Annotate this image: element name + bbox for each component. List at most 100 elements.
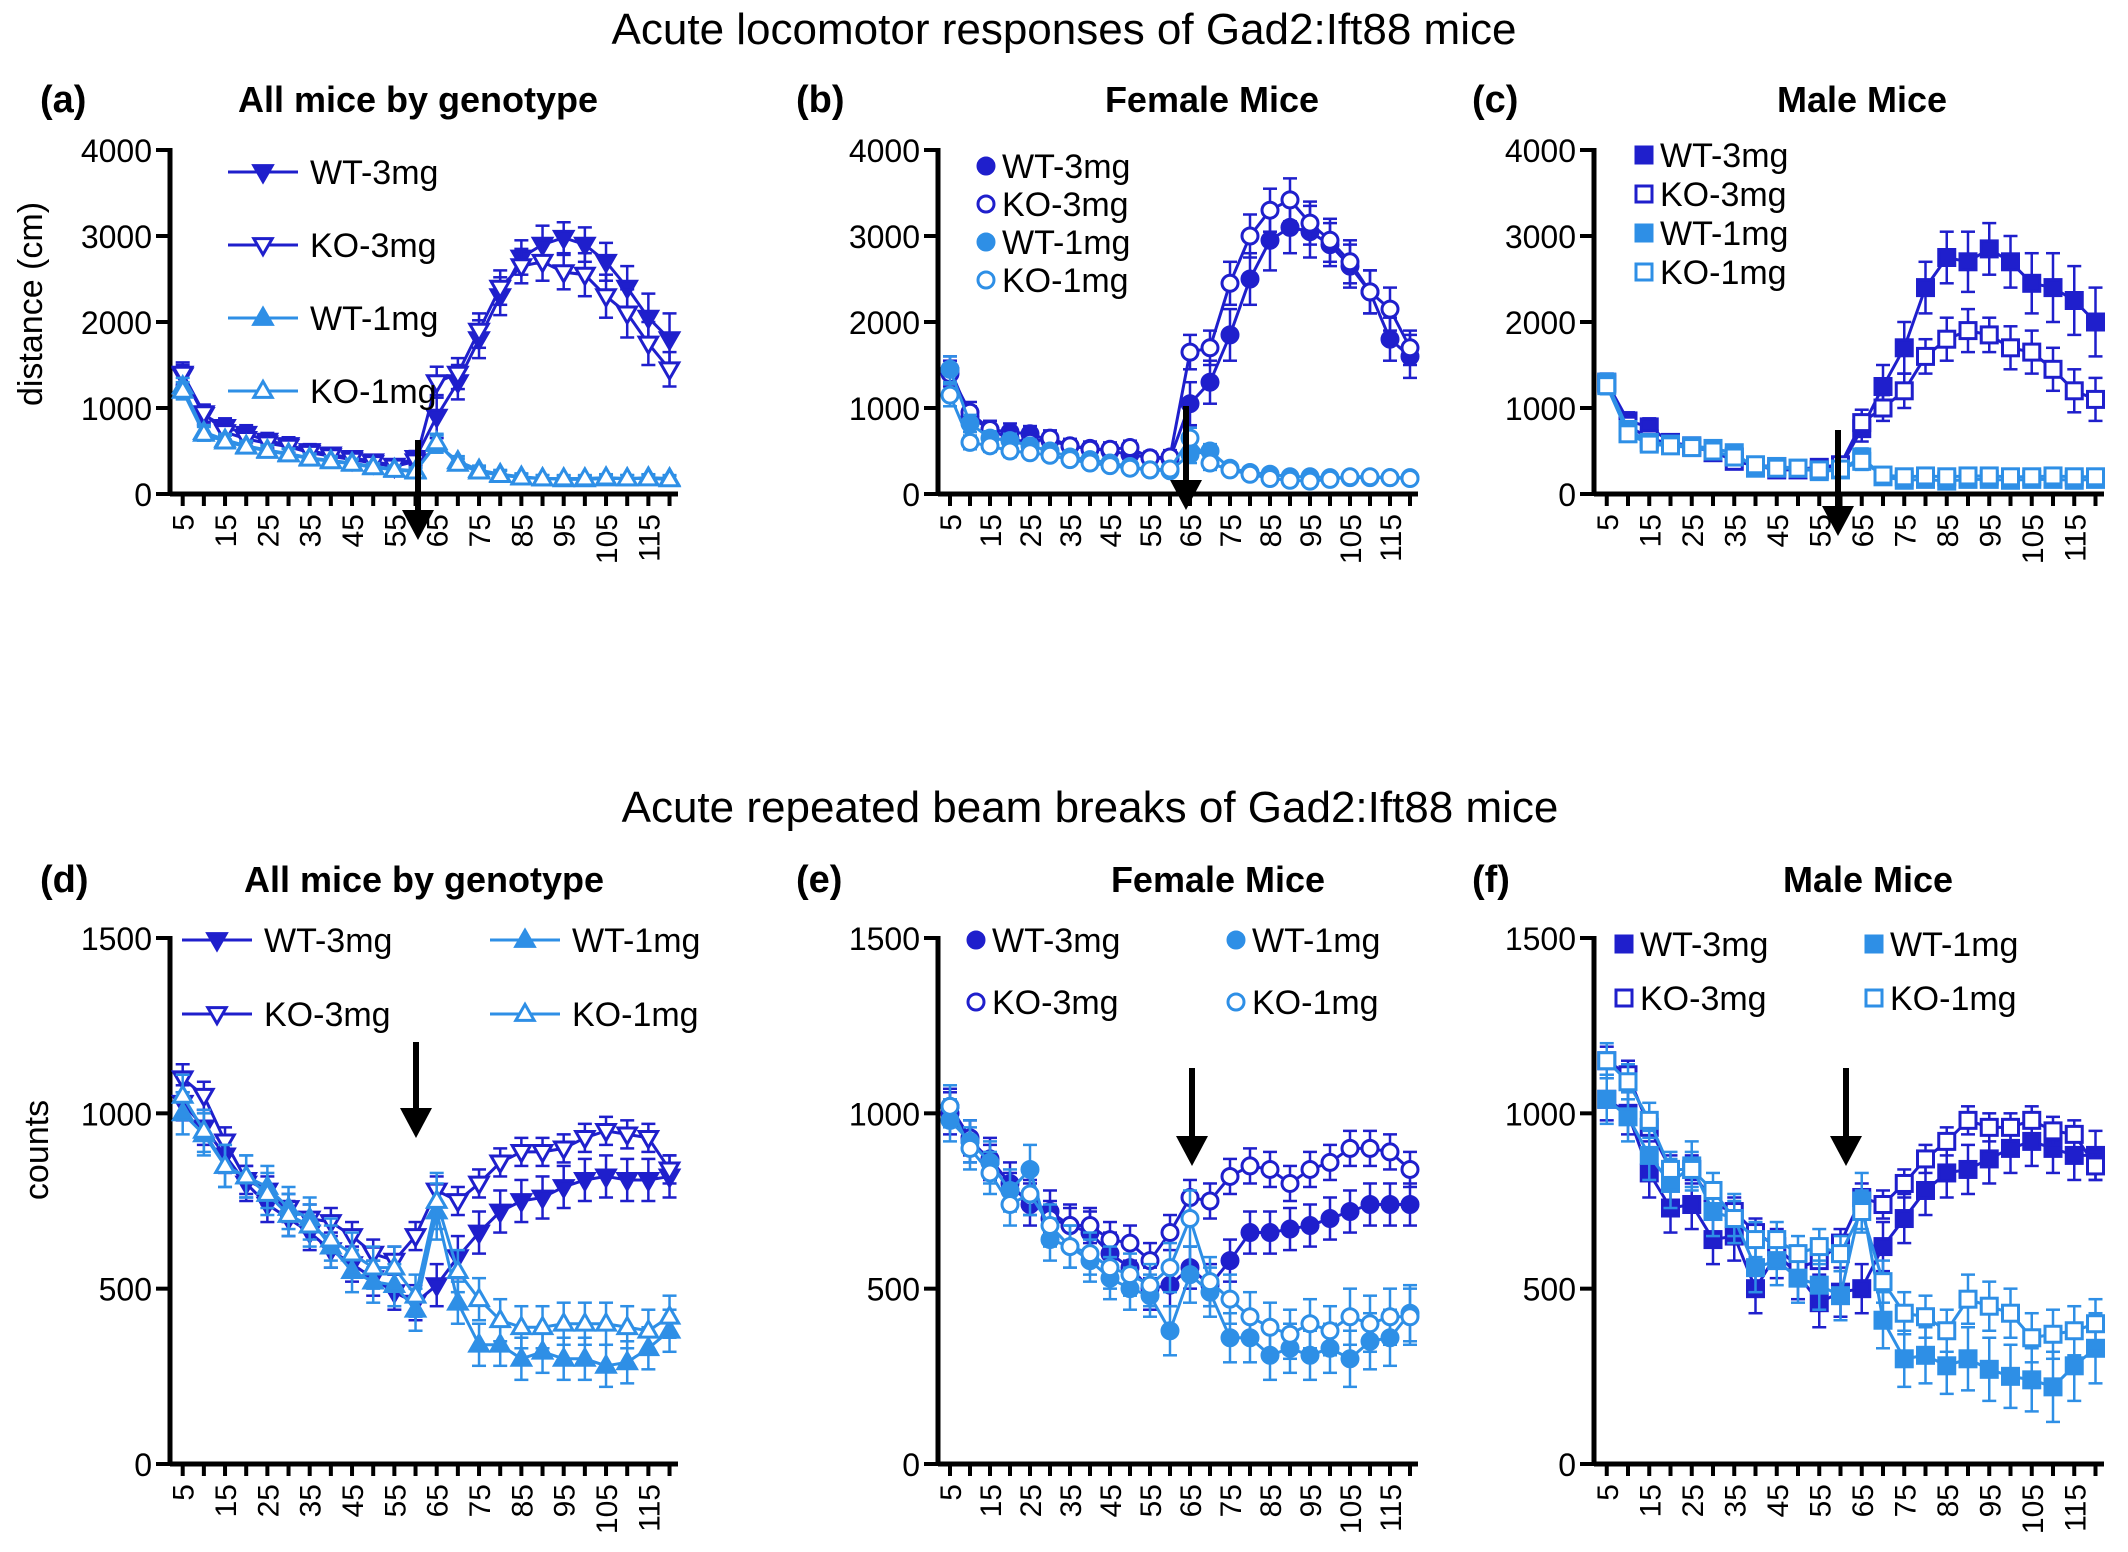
data-point: [2086, 1156, 2105, 1176]
data-point: [573, 266, 597, 288]
data-point: [2043, 359, 2063, 379]
data-point: [1937, 248, 1957, 267]
data-point: [488, 462, 512, 483]
y-tick-label: 1000: [81, 1096, 152, 1132]
data-point: [2043, 466, 2063, 486]
x-tick-label: 75: [1889, 514, 1922, 547]
data-point: [170, 378, 195, 399]
data-point: [1020, 443, 1040, 463]
data-point: [1979, 1117, 1999, 1137]
data-point: [276, 441, 301, 463]
data-point: [1360, 467, 1380, 487]
x-tick-label: 65: [1175, 514, 1208, 547]
data-point: [1809, 1237, 1829, 1257]
data-point: [2043, 1377, 2063, 1397]
data-point: [1120, 1265, 1140, 1285]
data-point: [1220, 1166, 1240, 1186]
data-point: [1809, 460, 1829, 480]
data-point: [551, 264, 576, 285]
series-line: [1605, 1059, 2096, 1340]
data-point: [1160, 1223, 1180, 1243]
data-point: [2001, 1366, 2020, 1386]
data-point: [488, 1203, 512, 1225]
x-tick-label: 25: [1677, 514, 1710, 547]
injection-arrow-head: [1170, 480, 1202, 510]
data-point: [1380, 1142, 1400, 1162]
x-tick-label: 25: [1015, 1484, 1048, 1517]
data-point: [467, 1224, 491, 1246]
x-tick-label: 105: [2017, 1484, 2050, 1534]
data-point: [1260, 469, 1280, 489]
data-point: [2001, 1117, 2020, 1137]
x-tick-label: 95: [549, 1484, 582, 1517]
data-point: [1958, 1159, 1978, 1179]
y-tick-label: 1000: [849, 1096, 920, 1132]
data-point: [1320, 469, 1340, 489]
data-point: [2022, 273, 2042, 293]
data-point: [2086, 1314, 2105, 1334]
data-point: [615, 1126, 639, 1147]
legend-label: KO-3mg: [1640, 980, 1767, 1018]
legend-label: KO-3mg: [992, 984, 1119, 1022]
legend-label: KO-1mg: [572, 996, 699, 1034]
legend-marker: [976, 194, 996, 214]
data-point: [573, 1129, 597, 1151]
x-tick-label: 45: [1095, 514, 1128, 547]
legend-label: WT-3mg: [992, 922, 1120, 960]
data-point: [1340, 1349, 1360, 1369]
data-point: [657, 466, 682, 488]
data-point: [615, 465, 639, 487]
x-tick-label: 5: [1592, 514, 1625, 531]
x-tick-label: 25: [252, 1484, 285, 1517]
data-point: [594, 1122, 618, 1144]
data-point: [509, 1144, 534, 1165]
data-point: [1916, 1180, 1935, 1200]
legend-marker: [1634, 184, 1654, 204]
x-tick-label: 95: [549, 514, 582, 547]
legend-marker: [1226, 930, 1246, 950]
data-point: [2001, 338, 2020, 358]
data-point: [1937, 1131, 1957, 1151]
data-point: [1240, 1156, 1260, 1176]
data-point: [1746, 1230, 1765, 1250]
data-point: [2086, 467, 2105, 487]
y-tick-label: 0: [1558, 1447, 1576, 1483]
data-point: [2022, 342, 2042, 362]
x-tick-label: 55: [1135, 1484, 1168, 1517]
data-point: [424, 408, 449, 430]
data-point: [2086, 312, 2105, 332]
data-point: [1788, 458, 1808, 478]
x-tick-label: 35: [1055, 514, 1088, 547]
data-point: [1380, 299, 1400, 319]
data-point: [1873, 1237, 1893, 1257]
data-point: [615, 305, 639, 327]
data-point: [615, 1349, 639, 1371]
data-point: [1979, 1149, 1999, 1169]
data-point: [1937, 467, 1957, 487]
data-point: [2064, 1321, 2084, 1341]
data-point: [1080, 453, 1100, 473]
data-point: [234, 434, 258, 455]
x-tick-label: 55: [379, 514, 412, 547]
data-point: [340, 1240, 364, 1262]
data-point: [1040, 1216, 1060, 1236]
x-tick-label: 45: [337, 1484, 370, 1517]
data-point: [2022, 1110, 2042, 1130]
legend-label: WT-1mg: [310, 300, 438, 338]
data-point: [1360, 1138, 1380, 1158]
y-tick-label: 3000: [81, 219, 152, 255]
data-point: [1300, 213, 1320, 233]
series-wt-3mg: [170, 1084, 682, 1322]
data-point: [1916, 1307, 1935, 1327]
data-point: [1060, 450, 1080, 470]
data-point: [1873, 1310, 1893, 1330]
data-point: [2086, 389, 2105, 409]
data-point: [2064, 291, 2084, 310]
data-point: [573, 1311, 597, 1332]
data-point: [1894, 467, 1914, 487]
x-tick-label: 35: [295, 1484, 328, 1517]
legend-e: WT-3mg KO-3mg WT-1mg KO-1mg: [966, 922, 1380, 1022]
data-point: [657, 331, 682, 352]
data-point: [2043, 278, 2063, 298]
